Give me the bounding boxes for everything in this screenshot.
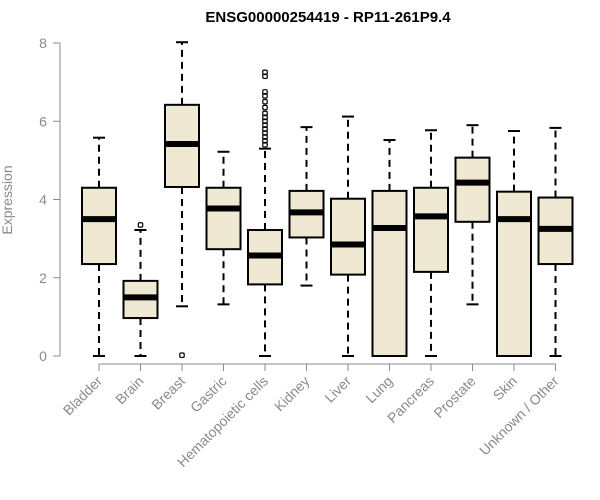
y-axis: 0 2 4 6 8 xyxy=(39,35,61,364)
x-tick-label: Skin xyxy=(490,373,521,404)
y-tick-label: 4 xyxy=(39,192,47,208)
box-breast xyxy=(164,41,200,359)
outlier-point xyxy=(262,69,268,76)
box-liver xyxy=(330,115,366,357)
outlier-point xyxy=(262,110,268,117)
box-gastric xyxy=(205,150,242,306)
box-brain xyxy=(122,222,159,357)
chart-title: ENSG00000254419 - RP11-261P9.4 xyxy=(205,9,451,26)
outlier-point xyxy=(137,222,144,228)
x-tick-label: Kidney xyxy=(271,373,313,415)
box-hematopoietic-cells xyxy=(247,69,283,357)
plot-area xyxy=(81,41,574,359)
box-lung xyxy=(371,139,408,357)
outlier-point xyxy=(179,352,185,359)
x-tick-label: Bladder xyxy=(60,373,106,419)
x-tick-label: Prostate xyxy=(430,373,478,421)
x-tick-label: Brain xyxy=(112,373,146,407)
outlier-point xyxy=(262,104,268,111)
iqr-box xyxy=(454,156,491,223)
y-tick-label: 8 xyxy=(39,35,47,51)
iqr-box xyxy=(81,186,117,266)
box-bladder xyxy=(81,136,117,357)
box-pancreas xyxy=(413,129,449,357)
box-prostate xyxy=(454,124,491,306)
y-tick-label: 6 xyxy=(39,113,47,129)
x-tick-label: Liver xyxy=(321,373,354,406)
x-tick-label: Breast xyxy=(148,373,188,413)
box-skin xyxy=(496,130,532,357)
y-tick-label: 2 xyxy=(39,270,47,286)
iqr-box xyxy=(330,197,366,276)
iqr-box xyxy=(205,186,242,251)
x-tick-label: Unknown / Other xyxy=(476,373,562,459)
y-tick-label: 0 xyxy=(39,348,47,364)
box-kidney xyxy=(288,126,325,287)
outlier-point xyxy=(262,89,268,95)
y-axis-label: Expression xyxy=(0,165,15,234)
box-unknown-other xyxy=(537,126,574,357)
iqr-box xyxy=(371,189,408,357)
outlier-point xyxy=(262,98,268,105)
x-tick-label: Lung xyxy=(362,373,395,406)
iqr-box xyxy=(413,186,449,273)
